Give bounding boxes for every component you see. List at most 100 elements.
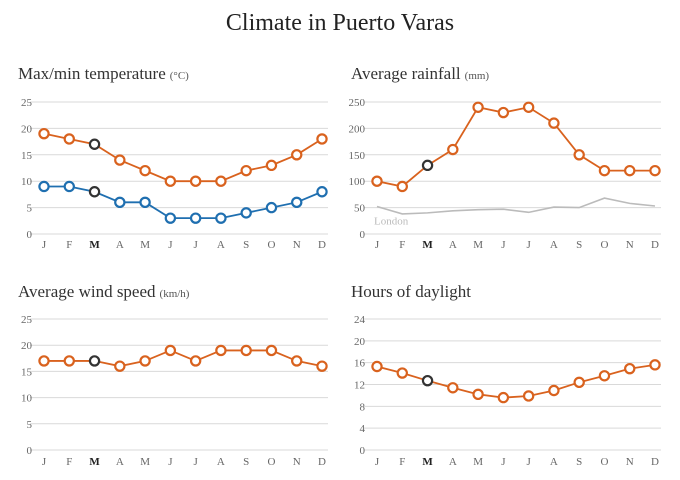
x-tick-label: F (399, 456, 405, 468)
data-point (189, 175, 202, 187)
x-tick-label: J (526, 239, 531, 251)
x-tick-label: A (116, 456, 124, 468)
data-point (189, 212, 202, 224)
series-line-puerto-varas (376, 106, 655, 188)
data-point (215, 212, 227, 224)
x-tick-label: M (473, 239, 483, 251)
x-tick-label: O (600, 239, 608, 251)
chart-title: Average rainfall (mm) (351, 64, 489, 83)
data-point (164, 344, 177, 357)
data-point (649, 359, 661, 371)
y-tick-label: 0 (360, 229, 366, 241)
data-point (624, 362, 636, 375)
x-tick-label: F (66, 456, 72, 468)
series-line-min (44, 185, 323, 220)
y-tick-label: 250 (349, 97, 366, 109)
chart-title: Hours of daylight (351, 282, 471, 301)
data-point (316, 360, 328, 372)
x-tick-label: A (217, 456, 225, 468)
x-tick-label: A (550, 456, 558, 468)
y-tick-label: 100 (349, 176, 366, 188)
y-tick-label: 25 (21, 97, 33, 109)
x-tick-label: S (576, 456, 582, 468)
x-tick-label: N (626, 239, 634, 251)
data-point (371, 175, 383, 187)
data-point (421, 159, 434, 172)
y-tick-label: 15 (21, 366, 33, 378)
data-point (164, 175, 177, 187)
x-tick-label: J (193, 456, 198, 468)
x-tick-label: M (89, 239, 100, 251)
data-point (472, 101, 484, 113)
data-point (522, 390, 535, 402)
x-tick-label: J (168, 239, 173, 251)
data-point (164, 212, 177, 224)
y-tick-label: 0 (27, 445, 33, 457)
x-tick-label: O (600, 456, 608, 468)
data-point (139, 164, 151, 177)
y-tick-label: 15 (21, 150, 33, 162)
data-point (38, 355, 50, 367)
data-point (88, 186, 101, 198)
chart-panel-2: Average wind speed (km/h) 0 5 10 15 20 25 J F M A M J… (18, 282, 328, 468)
data-point (215, 175, 227, 187)
data-point (548, 384, 560, 397)
data-point (371, 360, 383, 373)
x-tick-label: N (293, 456, 301, 468)
chart-title: Average wind speed (km/h) (18, 282, 190, 301)
data-point (624, 164, 636, 177)
x-tick-label: D (318, 239, 326, 251)
y-tick-label: 5 (27, 203, 33, 215)
x-tick-label: J (501, 456, 506, 468)
data-point (497, 106, 510, 119)
x-tick-label: J (375, 456, 380, 468)
x-tick-label: S (243, 239, 249, 251)
data-point (447, 382, 459, 394)
series-line-daylight (376, 363, 656, 399)
x-tick-label: A (217, 239, 225, 251)
data-point (240, 207, 252, 219)
y-tick-label: 10 (21, 393, 33, 405)
series-line-wind-speed (44, 349, 323, 368)
x-tick-label: N (626, 456, 634, 468)
data-point (215, 344, 227, 357)
data-point (573, 149, 585, 161)
data-point (114, 196, 126, 209)
x-tick-label: M (140, 456, 150, 468)
series-label: London (374, 216, 409, 228)
data-point (114, 360, 126, 372)
data-point (472, 388, 484, 401)
x-tick-label: J (42, 456, 47, 468)
chart-panel-1: Average rainfall (mm) 0 50 100 150 200 250 J F M A M… (349, 64, 661, 251)
data-point (522, 101, 535, 113)
data-point (139, 196, 151, 209)
data-point (114, 154, 126, 166)
data-point (240, 344, 252, 357)
x-tick-label: M (422, 456, 433, 468)
data-point (291, 355, 303, 367)
x-tick-label: M (422, 239, 433, 251)
y-tick-label: 4 (360, 423, 366, 435)
data-point (421, 374, 434, 387)
data-point (598, 164, 611, 177)
series-line-london (376, 197, 656, 215)
y-tick-label: 12 (354, 380, 365, 392)
x-tick-label: J (193, 239, 198, 251)
data-point (548, 117, 560, 129)
x-tick-label: D (651, 239, 659, 251)
y-tick-label: 5 (27, 419, 33, 431)
x-tick-label: J (168, 456, 173, 468)
main-title: Climate in Puerto Varas (225, 10, 455, 36)
data-point (265, 344, 278, 357)
data-point (63, 355, 75, 367)
x-tick-label: O (267, 239, 275, 251)
data-point (573, 376, 585, 389)
data-point (38, 127, 50, 140)
chart-panel-0: Max/min temperature (°C) 0 5 10 15 20 25 J F M A M J J… (18, 64, 328, 251)
data-point (63, 133, 75, 145)
chart-unit: (°C) (170, 70, 189, 82)
chart-title: Max/min temperature (°C) (18, 64, 189, 83)
y-tick-label: 16 (354, 358, 366, 370)
x-tick-label: D (651, 456, 659, 468)
x-tick-label: A (550, 239, 558, 251)
